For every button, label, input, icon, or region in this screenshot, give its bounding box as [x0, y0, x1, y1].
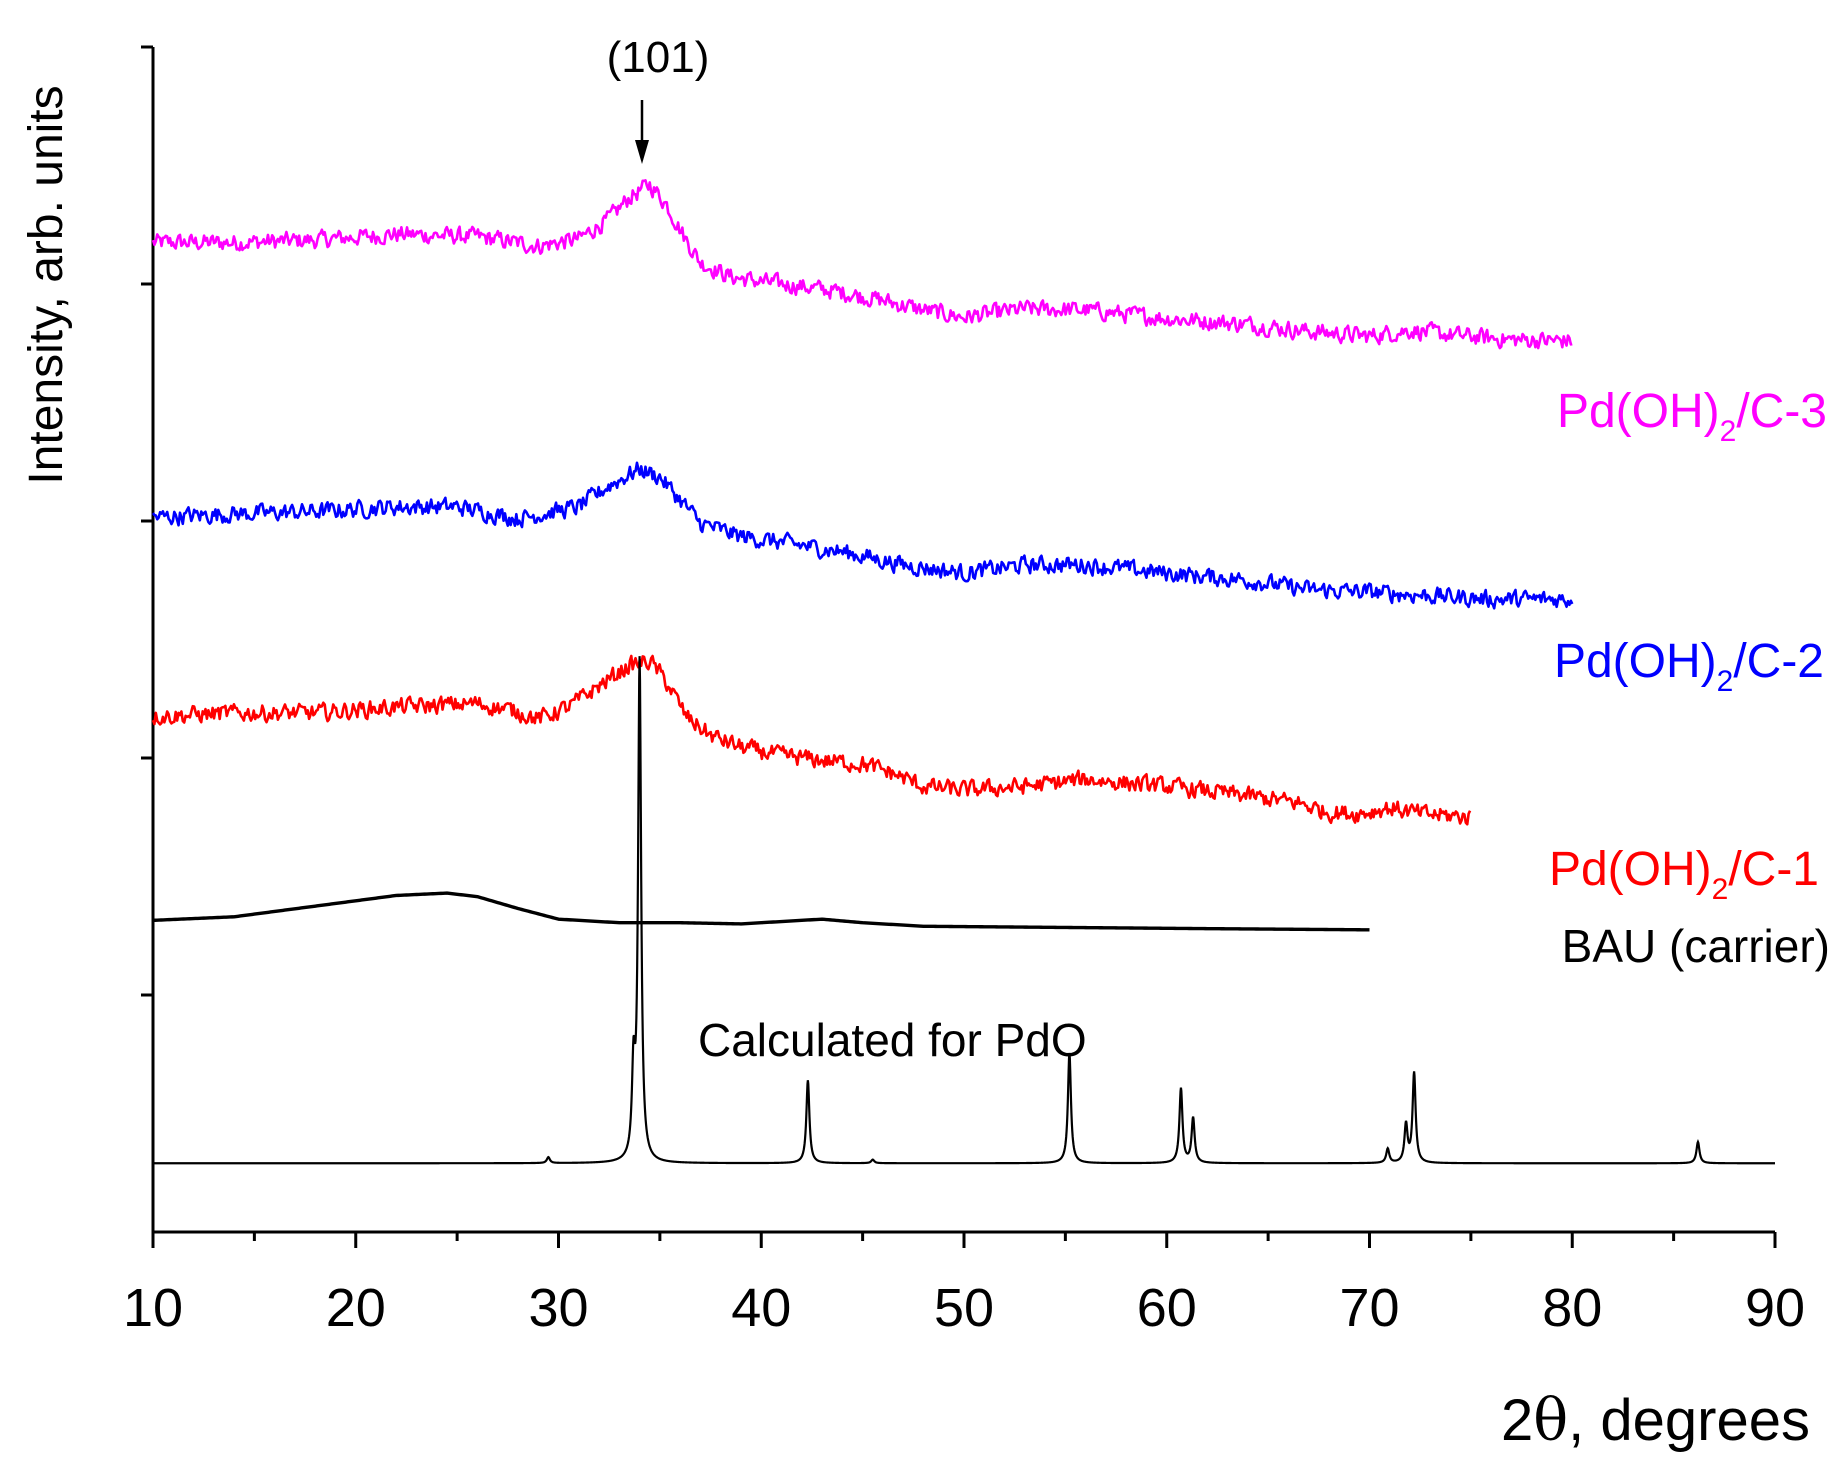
legend-label-main: Pd(OH) [1549, 843, 1712, 896]
series-pd-oh-2-c-2 [151, 461, 1574, 610]
peak-annotation-label: (101) [607, 33, 710, 82]
x-axis-label-suffix: , degrees [1568, 1388, 1810, 1453]
series-calculated-for-pdo [153, 656, 1775, 1165]
legend-label-tail: /C-1 [1728, 843, 1819, 896]
x-tick-label: 10 [123, 1278, 183, 1338]
legend-label-main: Pd(OH) [1554, 635, 1717, 688]
x-tick-label: 70 [1339, 1278, 1399, 1338]
series-pd-oh-2-c-3 [151, 179, 1573, 350]
theta-symbol: θ [1533, 1386, 1568, 1454]
x-axis-label-prefix: 2 [1501, 1388, 1533, 1453]
series-pd-oh-2-c-1 [151, 654, 1472, 826]
labels: Intensity, arb. units 2θ, degrees (101) … [20, 33, 1830, 1454]
legend-label-main: Pd(OH) [1557, 385, 1720, 438]
x-axis-label: 2θ, degrees [1501, 1386, 1810, 1454]
series-layer [151, 179, 1775, 1165]
legend-label-calculated-pdo: Calculated for PdO [698, 1014, 1087, 1066]
x-tick-label: 80 [1542, 1278, 1602, 1338]
peak-arrow [635, 100, 649, 164]
series-bau-carrier [152, 891, 1370, 932]
axes: 10 20 30 40 50 60 70 80 90 [123, 45, 1805, 1338]
x-tick-label: 20 [326, 1278, 386, 1338]
legend-label-subscript: 2 [1720, 415, 1737, 448]
legend-label-tail: /C-2 [1733, 635, 1824, 688]
x-tick-label: 50 [934, 1278, 994, 1338]
legend-label-bau-carrier: BAU (carrier) [1562, 920, 1830, 972]
y-axis-label: Intensity, arb. units [20, 85, 73, 484]
legend-label-pd-oh2-c-3: Pd(OH)2/C-3 [1557, 385, 1827, 448]
x-tick-label: 90 [1745, 1278, 1805, 1338]
x-tick-label: 40 [731, 1278, 791, 1338]
legend-label-subscript: 2 [1717, 665, 1734, 698]
legend-label-subscript: 2 [1712, 873, 1729, 906]
legend-label-pd-oh2-c-2: Pd(OH)2/C-2 [1554, 635, 1824, 698]
x-tick-label: 30 [528, 1278, 588, 1338]
legend-label-pd-oh2-c-1: Pd(OH)2/C-1 [1549, 843, 1819, 906]
x-tick-label: 60 [1137, 1278, 1197, 1338]
legend-label-tail: /C-3 [1736, 385, 1827, 438]
